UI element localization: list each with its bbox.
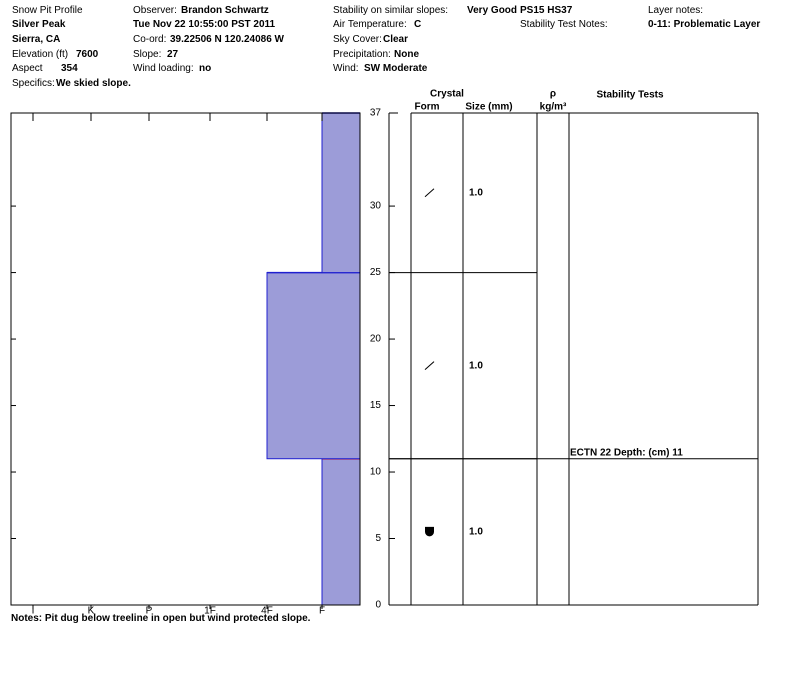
value: 354: [61, 63, 78, 74]
label: Slope:: [133, 49, 162, 60]
column-header: kg/m³: [540, 102, 567, 113]
hardness-bar: [266, 272, 361, 460]
value: None: [394, 49, 419, 60]
label: Wind loading:: [133, 63, 194, 74]
label: Stability on similar slopes:: [333, 5, 449, 16]
y-tick-label: 20: [370, 334, 382, 345]
form-icon: [425, 526, 434, 537]
y-tick-label: 15: [370, 400, 382, 411]
hardness-bar: [321, 458, 361, 606]
label: Elevation (ft): [12, 49, 69, 60]
value: PS15 HS37: [520, 5, 573, 16]
column-header: Form: [415, 102, 440, 113]
column-header: ρ: [550, 89, 556, 100]
label: Stability Test Notes:: [520, 19, 608, 30]
column-header: Crystal: [430, 89, 464, 100]
value: no: [199, 63, 212, 74]
form-icon: [424, 361, 435, 371]
column-header: Stability Tests: [596, 90, 663, 101]
x-tick-label: 1F: [204, 606, 216, 617]
label: Precipitation:: [333, 49, 391, 60]
label: Wind:: [333, 63, 359, 74]
value: Tue Nov 22 10:55:00 PST 2011: [133, 19, 276, 30]
value: Brandon Schwartz: [181, 5, 269, 16]
form-icon: [424, 188, 435, 198]
region: Sierra, CA: [12, 34, 61, 45]
value: 7600: [76, 49, 99, 60]
grain-size: 1.0: [469, 187, 483, 198]
value: 27: [167, 49, 179, 60]
grain-size: 1.0: [469, 360, 483, 371]
y-tick-label: 10: [370, 467, 382, 478]
x-tick-label: 4F: [261, 606, 273, 617]
location: Silver Peak: [12, 19, 66, 30]
x-tick-label: F: [319, 606, 325, 617]
plot-frame: [10, 112, 361, 606]
y-tick-label: 0: [375, 600, 381, 611]
x-tick-label: I: [32, 606, 35, 617]
value: 0-11: Problematic Layer: [648, 19, 761, 30]
label: Specifics:: [12, 78, 55, 89]
x-tick-label: P: [146, 606, 153, 617]
label: Co-ord:: [133, 34, 167, 45]
value: We skied slope.: [56, 78, 131, 89]
hardness-bar: [321, 112, 361, 274]
label: Layer notes:: [648, 5, 704, 16]
y-tick-label: 25: [370, 267, 382, 278]
y-tick-label: 37: [370, 108, 382, 119]
y-tick-label: 5: [375, 533, 381, 544]
value: SW Moderate: [364, 63, 428, 74]
label: Aspect: [12, 63, 43, 74]
title: Snow Pit Profile: [12, 5, 83, 16]
y-tick-label: 30: [370, 201, 382, 212]
label: Observer:: [133, 5, 177, 16]
test-label: ECTN 22 Depth: (cm) 11: [570, 447, 683, 458]
value: Clear: [383, 34, 409, 45]
label: Air Temperature:: [333, 19, 407, 30]
label: Sky Cover:: [333, 34, 382, 45]
value: 39.22506 N 120.24086 W: [170, 34, 284, 45]
column-header: Size (mm): [465, 102, 512, 113]
grain-size: 1.0: [469, 527, 483, 538]
value: Very Good: [467, 5, 518, 16]
notes: Notes: Pit dug below treeline in open bu…: [11, 613, 311, 624]
value: C: [414, 19, 422, 30]
x-tick-label: K: [88, 606, 95, 617]
